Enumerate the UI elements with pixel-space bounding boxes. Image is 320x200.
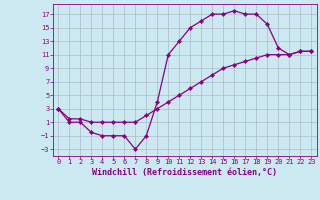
X-axis label: Windchill (Refroidissement éolien,°C): Windchill (Refroidissement éolien,°C) [92, 168, 277, 177]
